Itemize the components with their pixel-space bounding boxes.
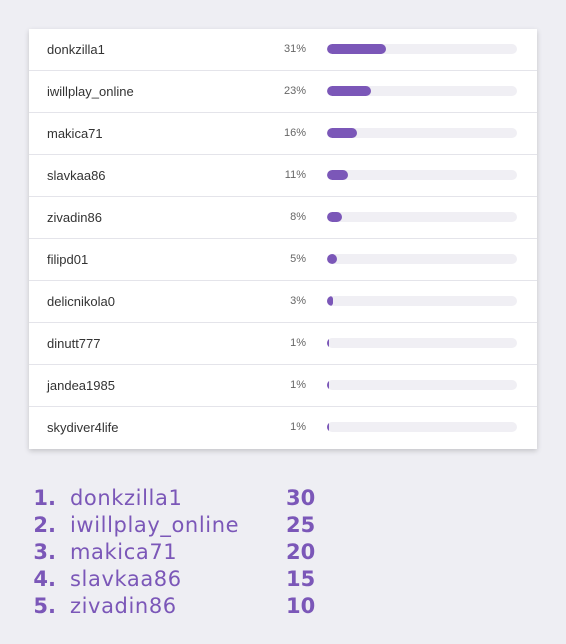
poll-percent: 23% [283, 85, 306, 97]
rank-score: 25 [286, 513, 316, 537]
poll-name: filipd01 [47, 252, 89, 267]
rank-score: 15 [286, 567, 316, 591]
progress-track [327, 86, 517, 96]
poll-percent: 1% [290, 421, 306, 433]
rank-name: iwillplay_online [70, 513, 240, 537]
rank-name: zivadin86 [70, 594, 177, 618]
poll-row: iwillplay_online 23% [29, 71, 537, 113]
poll-percent: 16% [283, 127, 306, 139]
poll-name: skydiver4life [47, 420, 119, 435]
progress-fill [327, 380, 329, 390]
rank-number: 3. [33, 540, 56, 564]
progress-track [327, 254, 517, 264]
progress-fill [327, 212, 343, 222]
poll-name: slavkaa86 [47, 168, 106, 183]
progress-fill [327, 254, 337, 264]
poll-row: zivadin86 8% [29, 197, 537, 239]
progress-fill [327, 296, 333, 306]
rank-name: slavkaa86 [70, 567, 182, 591]
progress-track [327, 422, 517, 432]
progress-track [327, 170, 517, 180]
poll-results-card: donkzilla1 31% iwillplay_online 23% maki… [29, 29, 537, 449]
poll-percent: 3% [290, 295, 306, 307]
progress-track [327, 296, 517, 306]
poll-name: zivadin86 [47, 210, 102, 225]
rank-score: 10 [286, 594, 316, 618]
poll-name: makica71 [47, 126, 103, 141]
progress-track [327, 338, 517, 348]
poll-percent: 11% [284, 169, 306, 181]
poll-percent: 1% [290, 379, 306, 391]
progress-fill [327, 170, 348, 180]
poll-row: jandea1985 1% [29, 365, 537, 407]
rank-score: 30 [286, 486, 316, 510]
rank-name: makica71 [70, 540, 178, 564]
poll-percent: 5% [290, 253, 306, 265]
rank-number: 1. [33, 486, 56, 510]
rank-number: 5. [33, 594, 56, 618]
poll-percent: 8% [290, 211, 306, 223]
progress-track [327, 380, 517, 390]
progress-track [327, 44, 517, 54]
rank-number: 2. [33, 513, 56, 537]
poll-name: delicnikola0 [47, 294, 115, 309]
poll-row: delicnikola0 3% [29, 281, 537, 323]
ranking-item: 1. donkzilla1 30 [28, 485, 326, 512]
rank-name: donkzilla1 [70, 486, 183, 510]
poll-row: makica71 16% [29, 113, 537, 155]
rank-score: 20 [286, 540, 316, 564]
poll-name: donkzilla1 [47, 42, 105, 57]
poll-name: jandea1985 [47, 378, 115, 393]
poll-row: filipd01 5% [29, 239, 537, 281]
rank-number: 4. [33, 567, 56, 591]
progress-fill [327, 338, 329, 348]
poll-name: iwillplay_online [47, 84, 134, 99]
poll-row: donkzilla1 31% [29, 29, 537, 71]
progress-fill [327, 422, 329, 432]
poll-name: dinutt777 [47, 336, 101, 351]
progress-track [327, 128, 517, 138]
ranking-item: 5. zivadin86 10 [28, 593, 326, 620]
ranking-item: 3. makica71 20 [28, 539, 326, 566]
ranking-item: 2. iwillplay_online 25 [28, 512, 326, 539]
ranking-list: 1. donkzilla1 30 2. iwillplay_online 25 … [28, 485, 326, 620]
poll-percent: 31% [283, 43, 306, 55]
ranking-item: 4. slavkaa86 15 [28, 566, 326, 593]
poll-row: skydiver4life 1% [29, 407, 537, 449]
progress-track [327, 212, 517, 222]
poll-row: dinutt777 1% [29, 323, 537, 365]
progress-fill [327, 44, 386, 54]
progress-fill [327, 86, 371, 96]
progress-fill [327, 128, 358, 138]
poll-row: slavkaa86 11% [29, 155, 537, 197]
poll-percent: 1% [290, 337, 306, 349]
